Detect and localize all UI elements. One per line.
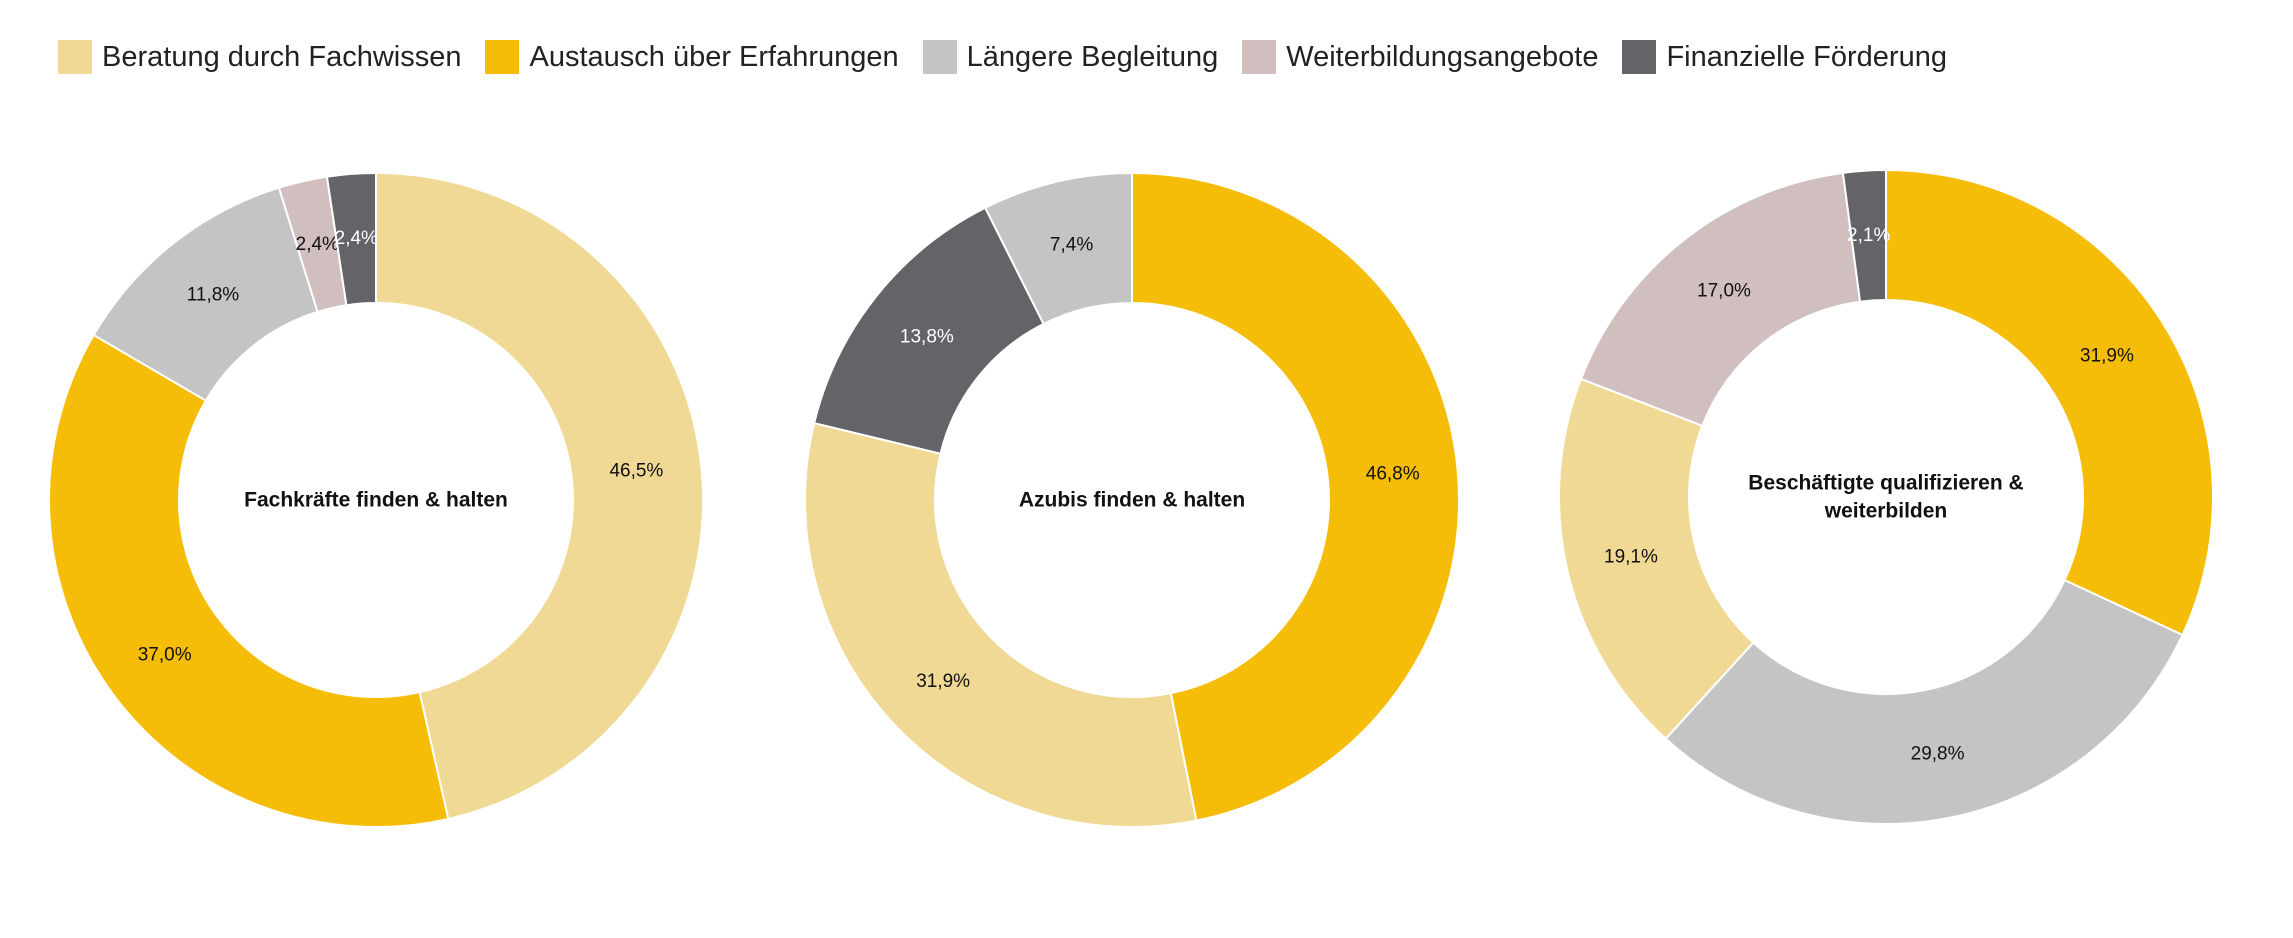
- slice-value-label: 29,8%: [1911, 743, 1965, 764]
- slice-value-label: 37,0%: [138, 644, 192, 665]
- legend-label: Weiterbildungsangebote: [1286, 40, 1599, 73]
- legend-label: Finanzielle Förderung: [1666, 40, 1947, 73]
- slice-finanzielle-foerderung: [1841, 168, 1887, 303]
- slice-austausch-ueber-erfahrungen: [1885, 168, 2214, 637]
- slice-finanzielle-foerderung: [325, 171, 377, 307]
- legend-item-austausch: Austausch über Erfahrungen: [485, 40, 899, 74]
- slice-austausch-ueber-erfahrungen: [1131, 171, 1460, 822]
- slice-beratung-durch-fachwissen: [804, 421, 1198, 828]
- slice-value-label: 2,4%: [335, 228, 378, 249]
- slice-austausch-ueber-erfahrungen: [48, 333, 450, 828]
- slice-value-label: 2,1%: [1847, 225, 1890, 246]
- slice-value-label: 46,8%: [1366, 464, 1420, 485]
- chart-legend: Beratung durch Fachwissen Austausch über…: [58, 40, 1971, 74]
- donut-chart-1: 46,5% 37,0% 11,8% 2,4%2,4% Fachkräfte finden…: [48, 171, 704, 828]
- slice-value-label: 11,8%: [187, 284, 240, 305]
- legend-item-beratung: Beratung durch Fachwissen: [58, 40, 461, 74]
- slice-value-label: 13,8%: [900, 327, 954, 348]
- slice-value-label: 2,4%: [296, 234, 339, 255]
- legend-swatch: [1622, 40, 1657, 74]
- legend-item-foerderung: Finanzielle Förderung: [1622, 40, 1947, 74]
- slice-beratung-durch-fachwissen: [1558, 377, 1755, 741]
- legend-swatch: [1242, 40, 1277, 74]
- legend-label: Beratung durch Fachwissen: [102, 40, 462, 73]
- legend-item-begleitung: Längere Begleitung: [922, 40, 1219, 74]
- slice-laengere-begleitung: [1664, 578, 2184, 825]
- legend-swatch: [922, 40, 957, 74]
- legend-label: Längere Begleitung: [966, 40, 1219, 73]
- slice-value-label: 31,9%: [2080, 346, 2134, 367]
- chart-title: Beschäftigte qualifizieren &: [1748, 472, 2023, 495]
- slice-beratung-durch-fachwissen: [375, 171, 704, 821]
- slice-value-label: 17,0%: [1697, 281, 1751, 302]
- slice-weiterbildungsangebote: [1579, 171, 1862, 428]
- slice-value-label: 7,4%: [1050, 235, 1093, 256]
- legend-label: Austausch über Erfahrungen: [529, 40, 899, 73]
- chart-title: weiterbilden: [1824, 500, 1948, 523]
- donut-chart-3: 31,9% 29,8% 19,1% 17,0% 2,1% Beschäftigte qua…: [1558, 168, 2214, 825]
- legend-item-weiterbildung: Weiterbildungsangebote: [1242, 40, 1598, 74]
- slice-value-label: 19,1%: [1604, 547, 1658, 568]
- slice-value-label: 46,5%: [609, 460, 663, 481]
- slice-value-label: 31,9%: [916, 671, 970, 692]
- donut-chart-2: 46,8% 31,9% 13,8% 7,4% Azubis finden & halte…: [804, 171, 1460, 828]
- legend-swatch: [485, 40, 520, 74]
- chart-title: Fachkräfte finden & halten: [244, 489, 508, 512]
- slice-laengere-begleitung: [983, 171, 1133, 326]
- legend-swatch: [58, 40, 92, 74]
- chart-title: Azubis finden & halten: [1019, 489, 1245, 512]
